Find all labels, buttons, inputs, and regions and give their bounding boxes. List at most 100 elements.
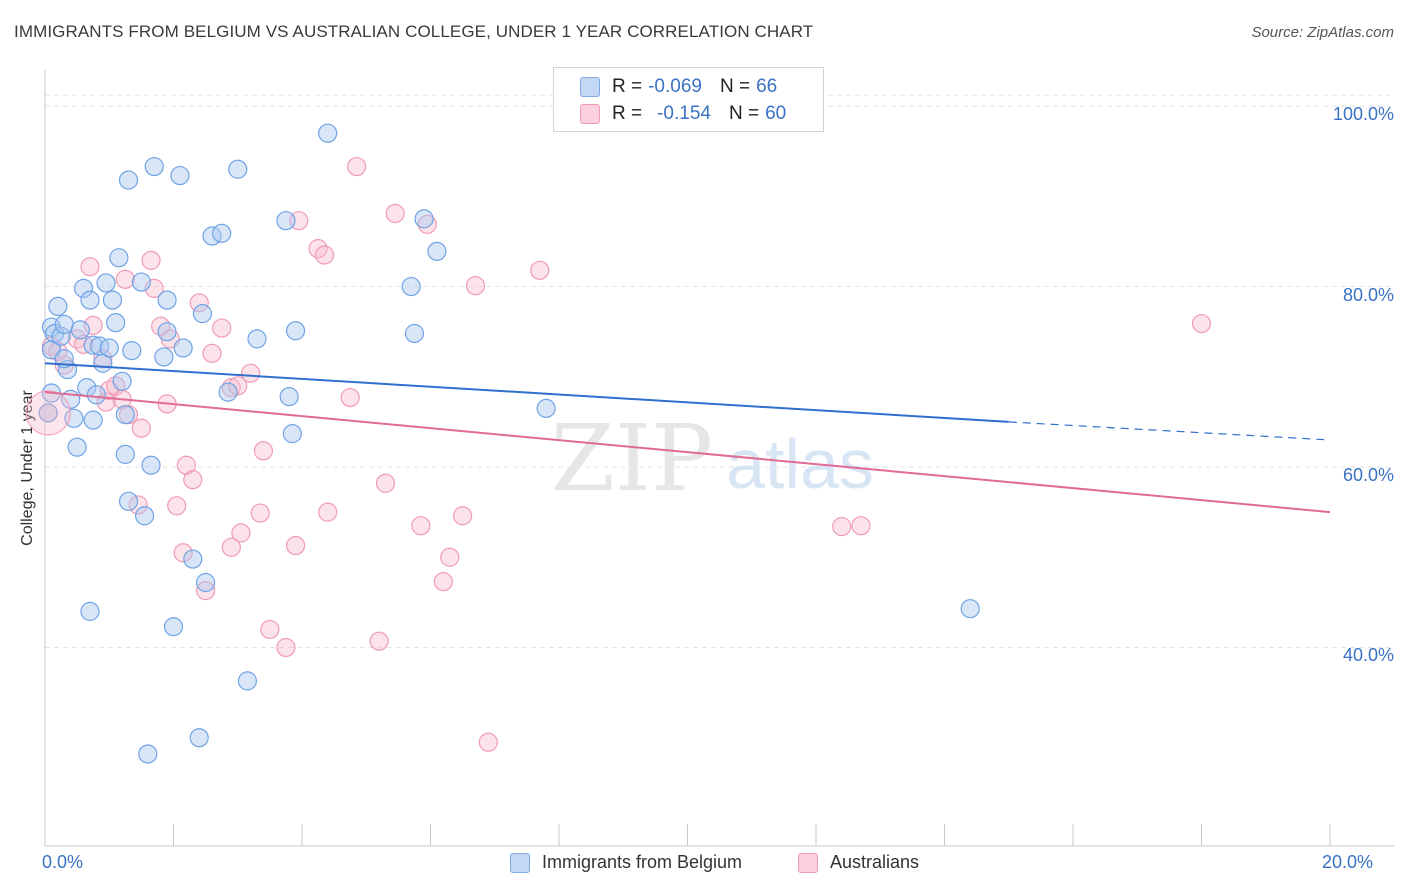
point-belgium (144, 156, 164, 177)
point-australians (253, 441, 274, 461)
point-belgium (70, 320, 90, 340)
point-belgium (536, 398, 556, 418)
point-belgium (189, 728, 209, 748)
point-australians (411, 516, 431, 536)
legend-label-belgium: Immigrants from Belgium (542, 852, 743, 872)
point-australians (276, 637, 296, 658)
data-points (25, 123, 1212, 764)
point-belgium (48, 296, 68, 317)
point-australians (241, 363, 261, 383)
point-australians (228, 376, 248, 396)
point-belgium (173, 338, 193, 358)
x-min-label: 0.0% (42, 852, 84, 872)
point-australians (202, 343, 222, 363)
watermark-zip: ZIP (551, 405, 713, 512)
point-belgium (157, 322, 177, 342)
point-belgium (99, 338, 119, 358)
point-australians (318, 502, 338, 522)
point-belgium (131, 272, 151, 292)
point-belgium (960, 599, 980, 619)
watermark-atlas: atlas (726, 425, 874, 503)
legend-r-label: R = (612, 103, 643, 124)
point-australians (375, 473, 396, 493)
point-australians (433, 572, 453, 592)
y-tick-label: 80.0% (1342, 284, 1394, 305)
point-belgium (141, 455, 161, 475)
point-australians (340, 387, 360, 408)
x-max-label: 20.0% (1322, 852, 1374, 872)
point-belgium (38, 403, 58, 423)
bottom-legend-belgium[interactable]: Immigrants from Belgium (510, 852, 742, 873)
point-australians (167, 496, 187, 516)
source-credit: Source: ZipAtlas.com (1251, 24, 1394, 41)
point-belgium (115, 444, 135, 464)
point-belgium (279, 387, 299, 407)
point-australians (73, 334, 94, 354)
point-australians (369, 631, 389, 651)
point-australians (465, 276, 486, 296)
point-australians (151, 316, 171, 336)
point-belgium (154, 347, 174, 367)
point-australians (131, 418, 151, 438)
point-australians (530, 260, 550, 280)
point-belgium (404, 323, 425, 344)
point-australians (285, 535, 306, 556)
point-belgium (118, 170, 139, 190)
point-belgium (196, 572, 216, 593)
stats-legend: R = -0.069 N = 66 R = -0.154 N = 60 (553, 67, 824, 132)
point-belgium (80, 290, 100, 310)
point-australians (851, 516, 871, 536)
point-australians (212, 318, 232, 338)
point-belgium (109, 248, 129, 268)
point-belgium (64, 408, 84, 428)
point-australians (385, 203, 405, 224)
point-belgium (83, 410, 103, 430)
point-belgium (282, 424, 302, 444)
point-australians (196, 581, 216, 601)
point-belgium (212, 223, 232, 243)
point-australians (347, 156, 367, 177)
point-australians (417, 214, 437, 234)
point-belgium (427, 241, 447, 261)
bottom-legend-australians[interactable]: Australians (798, 852, 919, 873)
legend-swatch-belgium (580, 77, 600, 97)
point-belgium (218, 382, 238, 402)
y-tick-label: 40.0% (1342, 645, 1394, 666)
point-belgium (228, 159, 248, 179)
axes (44, 70, 1395, 847)
point-belgium (118, 491, 139, 511)
point-belgium (401, 276, 421, 297)
point-belgium (122, 341, 142, 361)
point-belgium (170, 165, 190, 186)
trend-line-belgium-extrapolated (1008, 421, 1331, 441)
point-belgium (80, 601, 100, 621)
legend-row-belgium: R = -0.069 N = 66 (580, 75, 777, 99)
point-belgium (54, 314, 74, 335)
legend-r-label: R = (612, 76, 643, 97)
point-australians (832, 516, 852, 537)
point-australians (173, 543, 193, 563)
point-belgium (192, 304, 213, 324)
point-australians (115, 269, 135, 289)
y-tick-label: 60.0% (1342, 465, 1394, 486)
point-australians (250, 503, 270, 523)
point-australians (260, 619, 280, 640)
legend-swatch-belgium (510, 852, 530, 873)
legend-row-australians: R = -0.154 N = 60 (580, 102, 786, 126)
point-belgium (138, 744, 158, 764)
trend-lines (44, 362, 1331, 514)
point-belgium (86, 385, 107, 405)
legend-swatch-australians (798, 852, 818, 873)
chart-title: IMMIGRANTS FROM BELGIUM VS AUSTRALIAN CO… (14, 22, 814, 41)
point-australians (231, 523, 251, 543)
point-belgium (67, 437, 87, 457)
point-belgium (157, 290, 177, 310)
point-belgium (51, 326, 71, 346)
point-australians (80, 257, 100, 277)
point-belgium (276, 211, 296, 231)
legend-n-label: N = (719, 76, 751, 97)
point-belgium (73, 278, 94, 298)
legend-r-value: -0.069 (648, 76, 702, 97)
point-australians (221, 537, 241, 557)
